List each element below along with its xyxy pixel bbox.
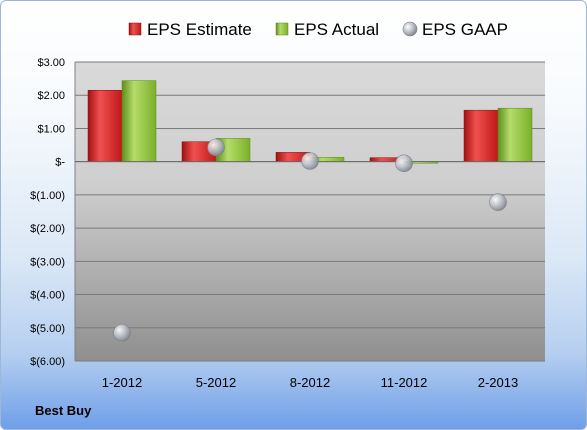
eps-estimate-bar: [463, 109, 499, 162]
y-tick-label: $(4.00): [30, 290, 65, 302]
y-tick-label: $-: [55, 157, 65, 169]
y-tick-label: $(1.00): [30, 190, 65, 202]
y-tick-label: $3.00: [37, 57, 65, 69]
y-tick-label: $(6.00): [30, 356, 65, 368]
eps-actual-bar: [497, 107, 533, 162]
legend-label: EPS GAAP: [422, 20, 508, 39]
eps-actual-bar: [121, 80, 157, 162]
eps-estimate-bar: [87, 89, 123, 162]
legend-swatch: [128, 22, 142, 36]
legend-swatch: [402, 21, 418, 37]
y-tick-label: $1.00: [37, 123, 65, 135]
legend-label: EPS Estimate: [147, 20, 252, 39]
eps-gaap-marker: [489, 193, 507, 211]
eps-gaap-marker: [395, 154, 413, 173]
y-tick-label: $(3.00): [30, 256, 65, 268]
legend-label: EPS Actual: [294, 20, 379, 39]
x-tick-label: 8-2012: [290, 375, 330, 390]
eps-gaap-marker: [207, 138, 225, 157]
x-tick-label: 5-2012: [196, 375, 236, 390]
y-tick-label: $2.00: [37, 90, 65, 102]
y-tick-label: $(2.00): [30, 223, 65, 235]
x-tick-label: 2-2013: [478, 375, 518, 390]
legend-eps-estimate: EPS Estimate: [128, 20, 252, 39]
legend: EPS Estimate EPS Actual EPS GAAP: [128, 20, 508, 39]
eps-gaap-marker: [113, 323, 131, 342]
legend-eps-actual: EPS Actual: [275, 20, 379, 39]
x-tick-label: 11-2012: [381, 375, 428, 390]
legend-eps-gaap: EPS GAAP: [402, 20, 508, 39]
company-name: Best Buy: [35, 403, 92, 418]
legend-swatch: [275, 22, 289, 36]
x-tick-label: 1-2012: [102, 375, 142, 390]
y-tick-label: $(5.00): [30, 323, 65, 335]
eps-gaap-marker: [301, 152, 319, 170]
